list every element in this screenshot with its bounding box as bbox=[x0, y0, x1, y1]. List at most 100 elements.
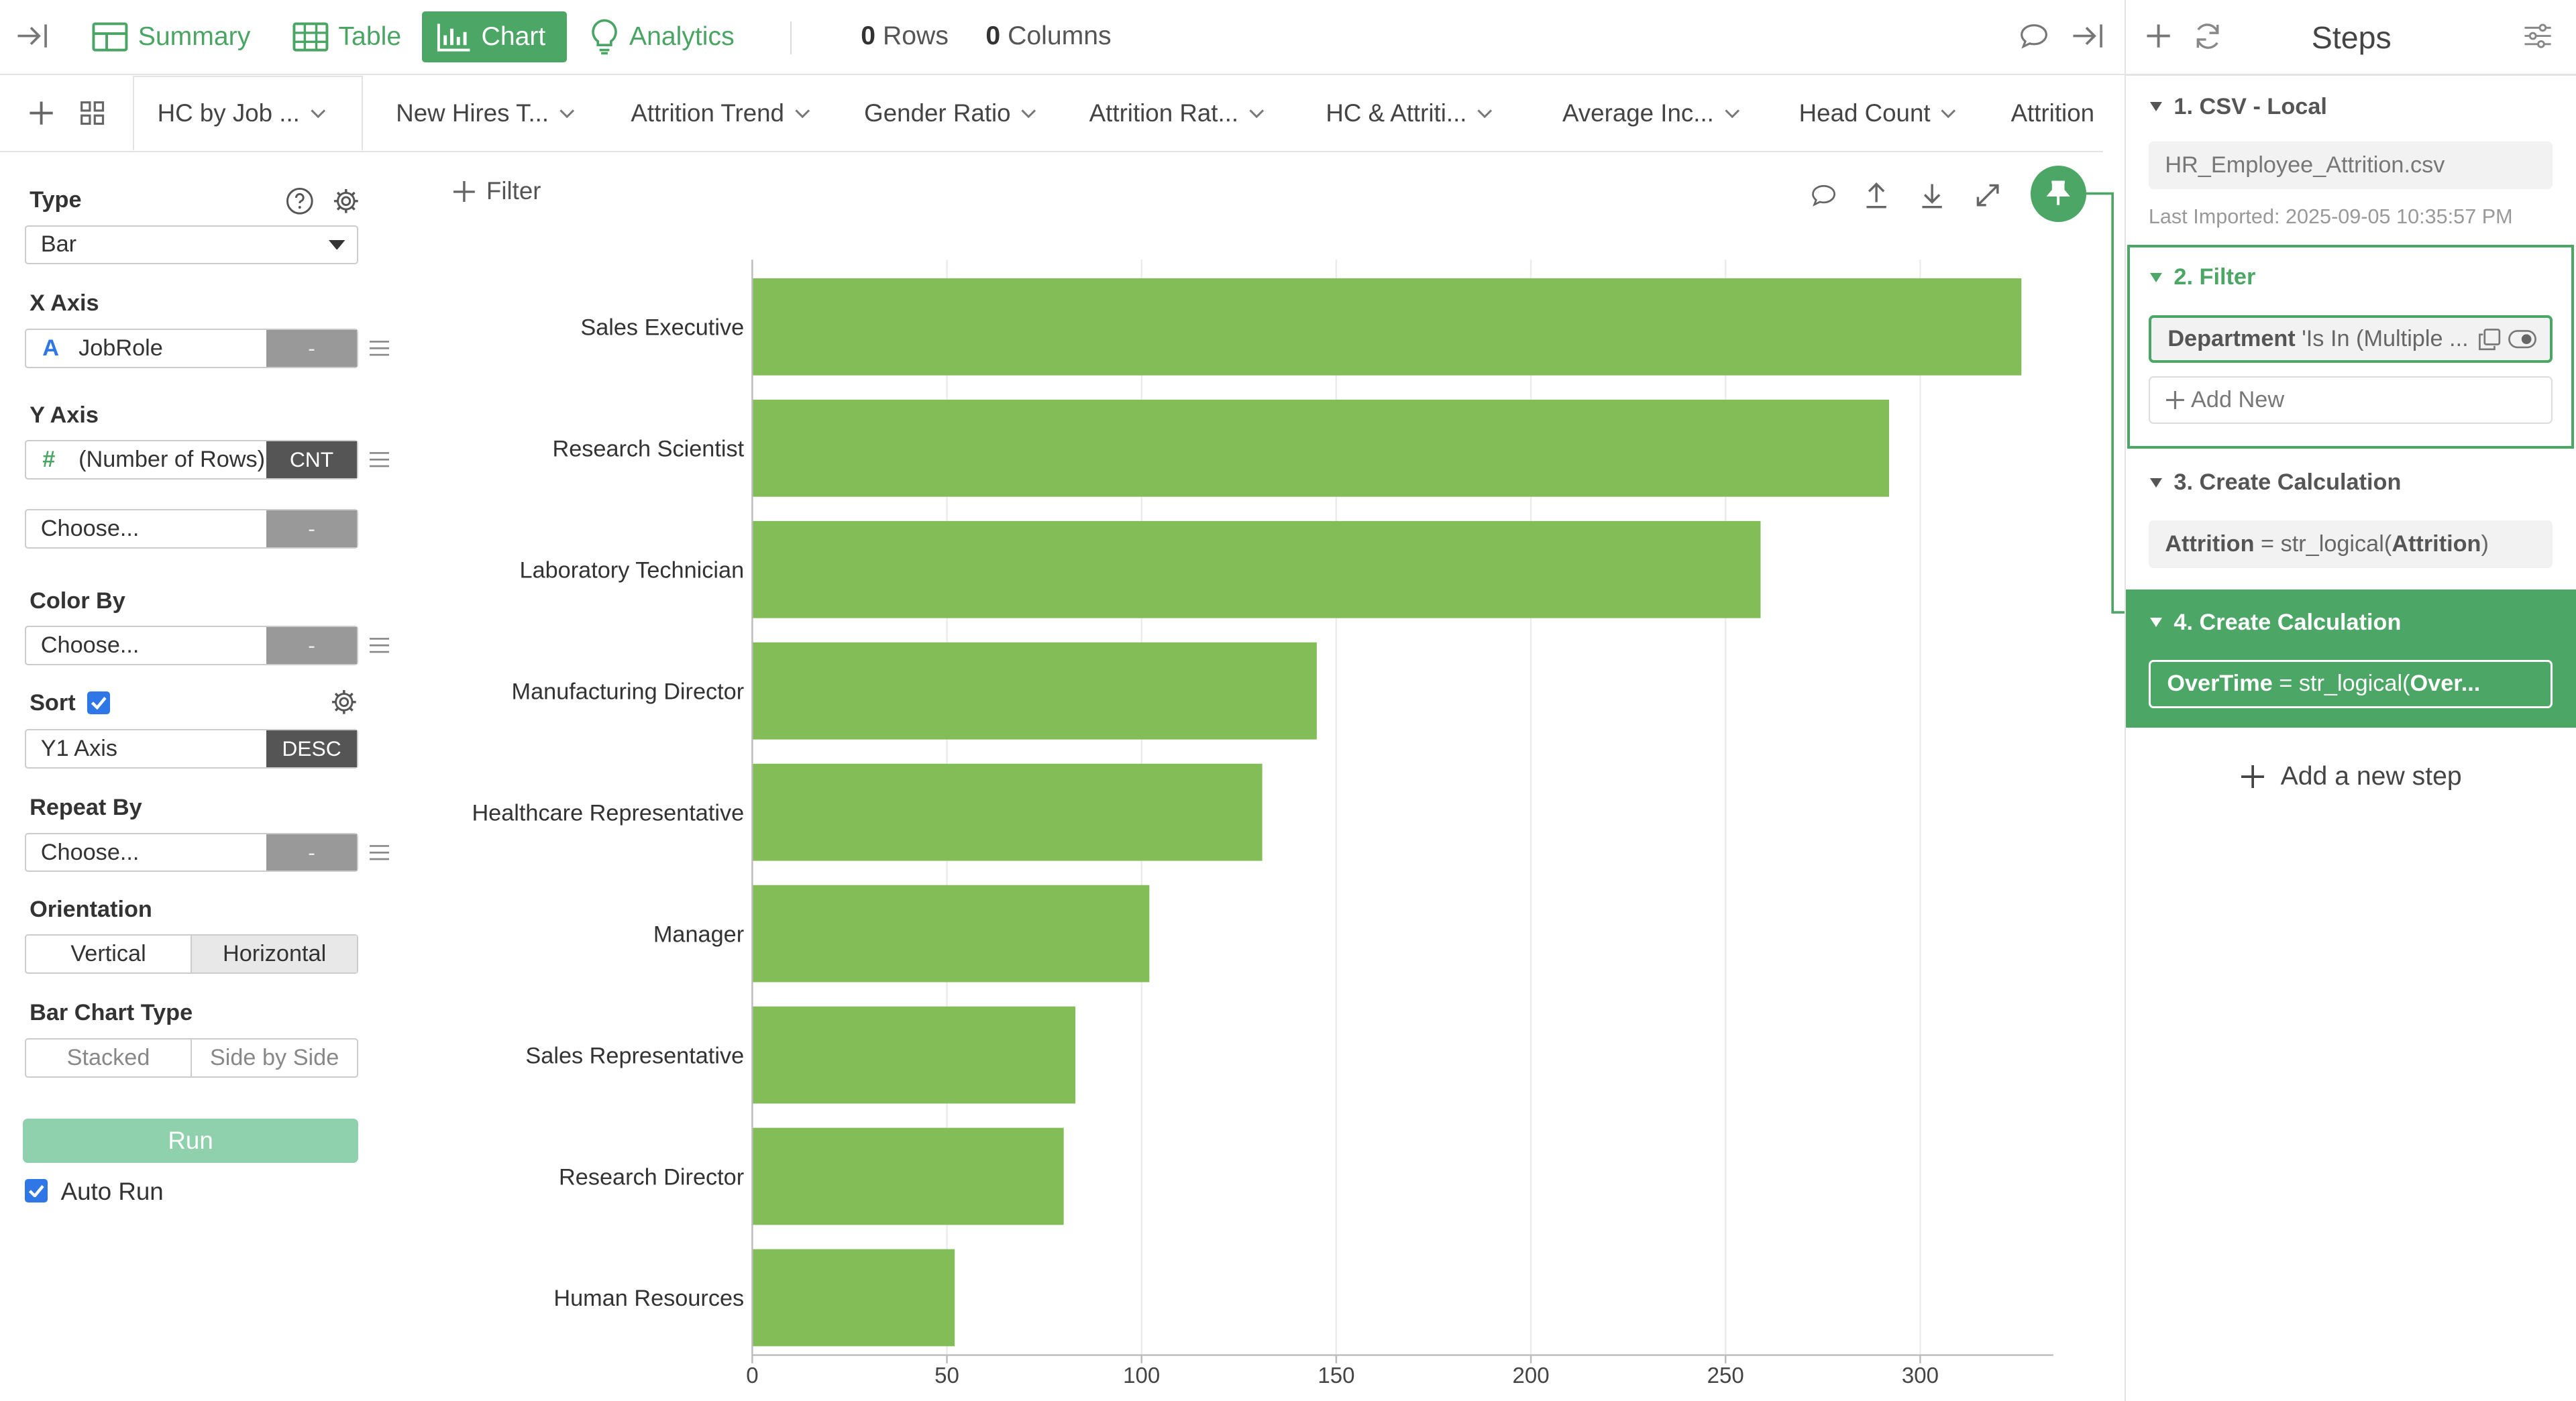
tab-analytics-label: Analytics bbox=[629, 22, 735, 52]
chart-tab-gender-ratio[interactable]: Gender Ratio bbox=[864, 76, 1037, 152]
x-axis-field[interactable]: A JobRole - bbox=[24, 328, 358, 368]
bar[interactable] bbox=[752, 278, 2022, 376]
x-tick-label: 150 bbox=[1318, 1363, 1355, 1388]
bar[interactable] bbox=[752, 1127, 1064, 1225]
add-step-icon[interactable] bbox=[2141, 18, 2177, 54]
step-4-calculation[interactable]: OverTime = str_logical( Over... bbox=[2148, 660, 2553, 708]
x-axis-field-value: JobRole bbox=[78, 335, 163, 361]
color-by-aggregation[interactable]: - bbox=[266, 627, 357, 664]
x-tick-label: 300 bbox=[1902, 1363, 1939, 1388]
step-2-container[interactable] bbox=[2127, 244, 2575, 449]
stacked-button[interactable]: Stacked bbox=[66, 1044, 150, 1070]
chart-comment-icon[interactable] bbox=[1805, 177, 1841, 213]
gear-icon[interactable] bbox=[332, 187, 360, 215]
download-icon[interactable] bbox=[1914, 177, 1950, 213]
y-axis-field[interactable]: # (Number of Rows) CNT bbox=[24, 440, 358, 480]
step-1-file[interactable]: HR_Employee_Attrition.csv bbox=[2148, 141, 2553, 189]
side-by-side-button[interactable]: Side by Side bbox=[191, 1039, 357, 1076]
collapse-triangle-icon bbox=[2150, 272, 2163, 282]
expand-icon[interactable] bbox=[1970, 177, 2006, 213]
step-2-title[interactable]: 2. Filter bbox=[2150, 264, 2255, 290]
chart-tab-attrition-rate[interactable]: Attrition Rat... bbox=[1089, 76, 1265, 152]
chart-tab-hc-attrition[interactable]: HC & Attriti... bbox=[1326, 76, 1493, 152]
chart-tab-attrition[interactable]: Attrition bbox=[2011, 76, 2094, 152]
chevron-down-icon[interactable] bbox=[559, 105, 575, 121]
chevron-down-icon[interactable] bbox=[794, 105, 810, 121]
orientation-horizontal-button[interactable]: Horizontal bbox=[191, 936, 357, 973]
repeat-by-field[interactable]: Choose... - bbox=[24, 832, 358, 873]
bar[interactable] bbox=[752, 520, 1761, 618]
chevron-down-icon[interactable] bbox=[1477, 105, 1493, 121]
tab-summary[interactable]: Summary bbox=[79, 11, 264, 62]
grid-view-icon[interactable] bbox=[74, 95, 110, 131]
x-tick-label: 50 bbox=[934, 1363, 959, 1388]
menu-icon[interactable] bbox=[370, 637, 390, 653]
y-axis-second-field[interactable]: Choose... - bbox=[24, 509, 358, 549]
run-button[interactable]: Run bbox=[23, 1118, 358, 1163]
sort-checkbox[interactable] bbox=[87, 691, 111, 715]
category-label: Sales Representative bbox=[526, 1043, 745, 1068]
add-new-filter-button[interactable]: Add New bbox=[2148, 376, 2553, 424]
comment-icon[interactable] bbox=[2016, 18, 2052, 54]
step-1-title[interactable]: 1. CSV - Local bbox=[2150, 94, 2327, 120]
steps-title: Steps bbox=[2311, 20, 2392, 56]
bar[interactable] bbox=[752, 1006, 1076, 1104]
sort-label: Sort bbox=[30, 689, 76, 716]
chart-tab-average-income[interactable]: Average Inc... bbox=[1562, 76, 1740, 152]
tab-table[interactable]: Table bbox=[279, 11, 414, 62]
copy-icon[interactable] bbox=[2478, 328, 2501, 351]
menu-icon[interactable] bbox=[370, 844, 390, 860]
auto-run-checkbox[interactable] bbox=[24, 1179, 48, 1202]
add-chart-icon[interactable] bbox=[23, 95, 59, 131]
chart-type-select[interactable]: Bar bbox=[24, 225, 358, 265]
y-axis-aggregation[interactable]: CNT bbox=[266, 441, 357, 479]
chevron-down-icon[interactable] bbox=[1020, 105, 1036, 121]
bar[interactable] bbox=[752, 885, 1150, 983]
collapse-left-icon[interactable] bbox=[15, 18, 51, 54]
tab-chart[interactable]: Chart bbox=[422, 11, 567, 63]
bar-chart-type-label: Bar Chart Type bbox=[30, 1000, 193, 1026]
color-by-field[interactable]: Choose... - bbox=[24, 626, 358, 665]
type-label: Type bbox=[30, 187, 82, 213]
bar[interactable] bbox=[752, 1249, 955, 1347]
bar[interactable] bbox=[752, 642, 1318, 740]
chart-tab-new-hires[interactable]: New Hires T... bbox=[396, 76, 575, 152]
upload-icon[interactable] bbox=[1858, 177, 1894, 213]
bar[interactable] bbox=[752, 763, 1263, 861]
columns-count: 0 Columns bbox=[985, 21, 1111, 51]
menu-icon[interactable] bbox=[370, 451, 390, 467]
step-2-filter-condition[interactable]: Department 'Is In (Multiple ... bbox=[2148, 315, 2553, 363]
repeat-by-label: Repeat By bbox=[30, 795, 142, 821]
chevron-down-icon[interactable] bbox=[1940, 105, 1956, 121]
step-3-calculation[interactable]: Attrition = str_logical( Attrition ) bbox=[2148, 520, 2553, 569]
sort-direction[interactable]: DESC bbox=[266, 730, 357, 768]
refresh-icon[interactable] bbox=[2190, 18, 2226, 54]
chevron-down-icon[interactable] bbox=[1248, 105, 1265, 121]
toggle-visibility-icon[interactable] bbox=[2508, 329, 2537, 349]
collapse-right-icon[interactable] bbox=[2070, 18, 2106, 54]
step-4-title[interactable]: 4. Create Calculation bbox=[2150, 610, 2401, 636]
menu-icon[interactable] bbox=[370, 340, 390, 356]
step-settings-icon[interactable] bbox=[2520, 18, 2556, 54]
bar[interactable] bbox=[752, 399, 1890, 497]
orientation-vertical-button[interactable]: Vertical bbox=[70, 941, 146, 967]
add-filter-button[interactable]: Filter bbox=[453, 177, 541, 205]
chevron-down-icon[interactable] bbox=[310, 105, 326, 121]
chart-tab-attrition-trend[interactable]: Attrition Trend bbox=[631, 76, 810, 152]
x-axis-aggregation[interactable]: - bbox=[266, 329, 357, 367]
pin-chart-button[interactable] bbox=[2030, 166, 2087, 222]
sort-settings-icon[interactable] bbox=[330, 688, 358, 716]
chart-tab-hc-by-job[interactable]: HC by Job ... bbox=[133, 75, 364, 152]
repeat-by-aggregation[interactable]: - bbox=[266, 834, 357, 871]
tab-analytics[interactable]: Analytics bbox=[577, 11, 748, 62]
bar-chart-type-toggle: Stacked Side by Side bbox=[24, 1038, 358, 1078]
step-1-title-text: 1. CSV - Local bbox=[2174, 93, 2327, 119]
help-icon[interactable] bbox=[286, 187, 314, 215]
chart-tab-head-count[interactable]: Head Count bbox=[1799, 76, 1957, 152]
sort-field[interactable]: Y1 Axis DESC bbox=[24, 729, 358, 769]
add-new-step-button[interactable]: Add a new step bbox=[2126, 762, 2576, 791]
step-3-title[interactable]: 3. Create Calculation bbox=[2150, 469, 2401, 496]
y-axis-second-aggregation[interactable]: - bbox=[266, 510, 357, 547]
chevron-down-icon[interactable] bbox=[1724, 105, 1740, 121]
chart-tab-label: HC & Attriti... bbox=[1326, 99, 1467, 127]
